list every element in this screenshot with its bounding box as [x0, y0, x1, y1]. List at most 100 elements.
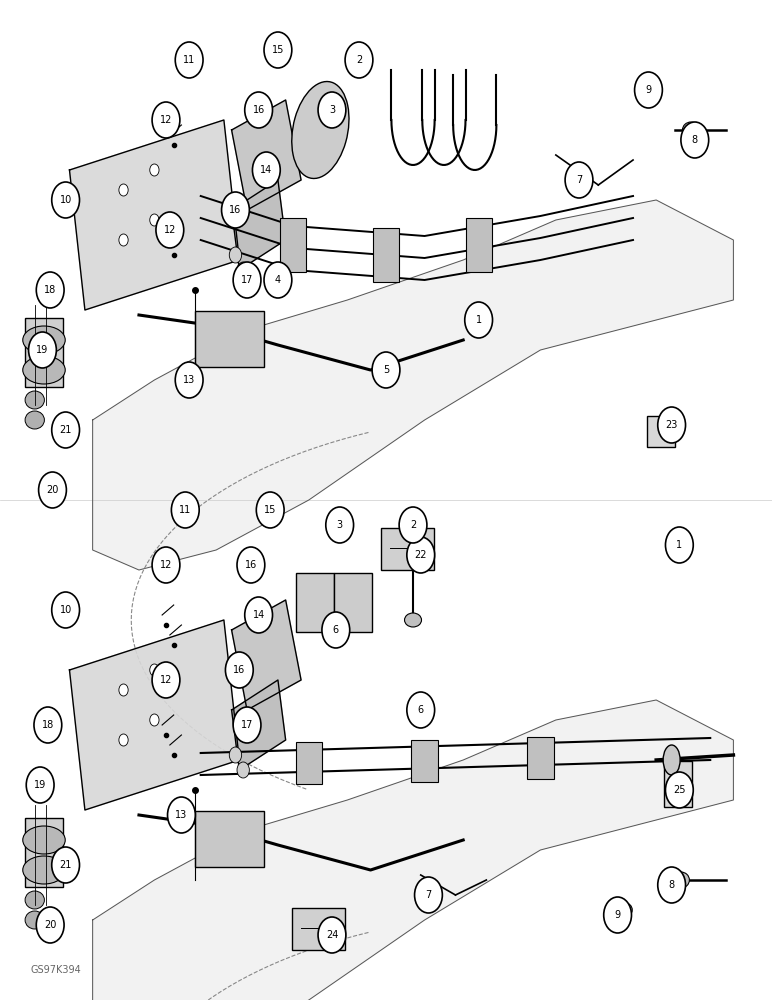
Text: 13: 13: [183, 375, 195, 385]
Circle shape: [264, 262, 292, 298]
Text: 16: 16: [229, 205, 242, 215]
Ellipse shape: [618, 903, 632, 917]
Text: 17: 17: [241, 720, 253, 730]
Text: 10: 10: [59, 195, 72, 205]
Circle shape: [152, 102, 180, 138]
Circle shape: [156, 212, 184, 248]
Ellipse shape: [645, 88, 659, 102]
Ellipse shape: [663, 745, 680, 775]
FancyBboxPatch shape: [527, 737, 554, 779]
Text: 2: 2: [410, 520, 416, 530]
Text: 3: 3: [337, 520, 343, 530]
Circle shape: [665, 527, 693, 563]
Polygon shape: [232, 100, 301, 210]
Text: 11: 11: [179, 505, 191, 515]
Text: 8: 8: [669, 880, 675, 890]
Circle shape: [52, 412, 80, 448]
Polygon shape: [232, 180, 286, 270]
Text: 19: 19: [36, 345, 49, 355]
Ellipse shape: [23, 826, 65, 854]
Text: 18: 18: [44, 285, 56, 295]
FancyBboxPatch shape: [381, 528, 434, 570]
Ellipse shape: [672, 872, 689, 888]
Circle shape: [658, 407, 686, 443]
Text: 20: 20: [46, 485, 59, 495]
Text: 10: 10: [59, 605, 72, 615]
Circle shape: [52, 592, 80, 628]
Circle shape: [658, 867, 686, 903]
FancyBboxPatch shape: [466, 218, 492, 272]
Text: 18: 18: [42, 720, 54, 730]
Text: 6: 6: [418, 705, 424, 715]
Text: 12: 12: [164, 225, 176, 235]
Text: 3: 3: [329, 105, 335, 115]
Circle shape: [237, 762, 249, 778]
FancyBboxPatch shape: [647, 416, 675, 447]
Circle shape: [229, 747, 242, 763]
FancyBboxPatch shape: [280, 218, 306, 272]
Text: 11: 11: [183, 55, 195, 65]
Text: 24: 24: [326, 930, 338, 940]
Text: 13: 13: [175, 810, 188, 820]
Text: 9: 9: [645, 85, 652, 95]
Circle shape: [52, 182, 80, 218]
Circle shape: [152, 547, 180, 583]
Ellipse shape: [25, 891, 45, 909]
FancyBboxPatch shape: [296, 573, 334, 632]
Circle shape: [237, 262, 249, 278]
Text: 4: 4: [275, 275, 281, 285]
Text: 15: 15: [272, 45, 284, 55]
Polygon shape: [232, 680, 286, 770]
FancyBboxPatch shape: [296, 742, 322, 784]
Text: 5: 5: [383, 365, 389, 375]
FancyBboxPatch shape: [664, 761, 692, 807]
Ellipse shape: [292, 82, 349, 178]
FancyBboxPatch shape: [195, 811, 264, 867]
Polygon shape: [93, 700, 733, 1000]
Circle shape: [168, 797, 195, 833]
Circle shape: [150, 714, 159, 726]
Text: 16: 16: [252, 105, 265, 115]
Text: 2: 2: [356, 55, 362, 65]
Circle shape: [318, 92, 346, 128]
Circle shape: [36, 907, 64, 943]
Circle shape: [318, 917, 346, 953]
Circle shape: [171, 492, 199, 528]
Circle shape: [322, 612, 350, 648]
Text: GS97K394: GS97K394: [31, 965, 82, 975]
Polygon shape: [232, 600, 301, 710]
Ellipse shape: [23, 356, 65, 384]
Circle shape: [256, 492, 284, 528]
Text: 16: 16: [233, 665, 245, 675]
Circle shape: [175, 362, 203, 398]
Circle shape: [604, 897, 631, 933]
Circle shape: [175, 42, 203, 78]
Circle shape: [150, 164, 159, 176]
Text: 8: 8: [692, 135, 698, 145]
Text: 25: 25: [673, 785, 686, 795]
Ellipse shape: [23, 856, 65, 884]
Text: 23: 23: [665, 420, 678, 430]
Text: 1: 1: [476, 315, 482, 325]
Circle shape: [39, 472, 66, 508]
Circle shape: [150, 214, 159, 226]
Text: 20: 20: [44, 920, 56, 930]
Text: 9: 9: [615, 910, 621, 920]
Circle shape: [345, 42, 373, 78]
Circle shape: [635, 72, 662, 108]
Text: 12: 12: [160, 560, 172, 570]
FancyBboxPatch shape: [25, 818, 63, 887]
Circle shape: [372, 352, 400, 388]
Text: 14: 14: [260, 165, 273, 175]
Circle shape: [29, 332, 56, 368]
Circle shape: [245, 92, 273, 128]
Text: 22: 22: [415, 550, 427, 560]
Text: 14: 14: [252, 610, 265, 620]
Text: 15: 15: [264, 505, 276, 515]
Text: 7: 7: [425, 890, 432, 900]
Text: 1: 1: [676, 540, 682, 550]
Circle shape: [665, 772, 693, 808]
Circle shape: [237, 547, 265, 583]
Circle shape: [407, 537, 435, 573]
FancyBboxPatch shape: [334, 573, 372, 632]
